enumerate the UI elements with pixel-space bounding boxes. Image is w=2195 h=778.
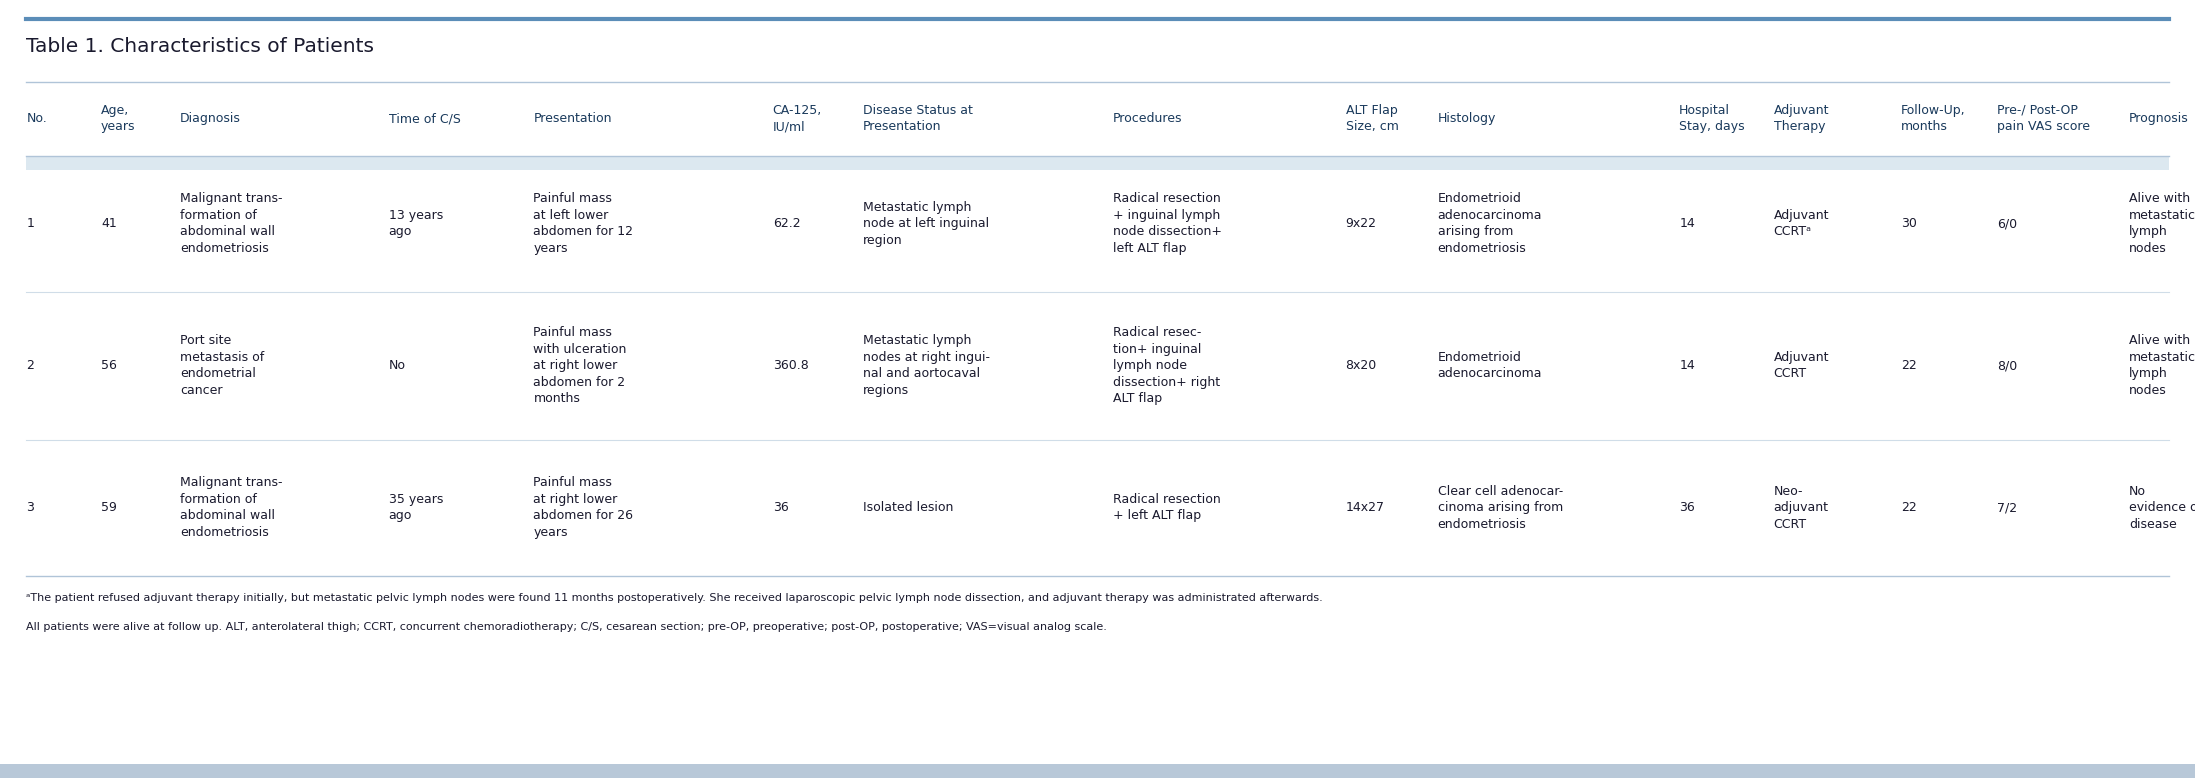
Text: Radical resection
+ inguinal lymph
node dissection+
left ALT flap: Radical resection + inguinal lymph node … — [1113, 192, 1223, 255]
Text: 3: 3 — [26, 501, 35, 514]
Text: No
evidence of
disease: No evidence of disease — [2129, 485, 2195, 531]
Text: 1: 1 — [26, 217, 35, 230]
Text: 41: 41 — [101, 217, 116, 230]
Text: Radical resection
+ left ALT flap: Radical resection + left ALT flap — [1113, 493, 1220, 522]
Text: 22: 22 — [1901, 501, 1916, 514]
Text: Painful mass
at left lower
abdomen for 12
years: Painful mass at left lower abdomen for 1… — [533, 192, 634, 255]
Text: Disease Status at
Presentation: Disease Status at Presentation — [863, 104, 972, 133]
Text: 7/2: 7/2 — [1997, 501, 2017, 514]
Text: Procedures: Procedures — [1113, 112, 1183, 125]
Text: 62.2: 62.2 — [773, 217, 801, 230]
Text: Metastatic lymph
node at left inguinal
region: Metastatic lymph node at left inguinal r… — [863, 201, 988, 247]
Text: Pre-/ Post-OP
pain VAS score: Pre-/ Post-OP pain VAS score — [1997, 104, 2090, 133]
Text: 6/0: 6/0 — [1997, 217, 2017, 230]
Bar — [0, 764, 2195, 778]
Text: 36: 36 — [1679, 501, 1695, 514]
Text: 13 years
ago: 13 years ago — [389, 209, 443, 238]
Text: Painful mass
at right lower
abdomen for 26
years: Painful mass at right lower abdomen for … — [533, 476, 634, 539]
Text: 8x20: 8x20 — [1346, 359, 1376, 372]
Text: 30: 30 — [1901, 217, 1916, 230]
Text: All patients were alive at follow up. ALT, anterolateral thigh; CCRT, concurrent: All patients were alive at follow up. AL… — [26, 622, 1106, 633]
Text: Radical resec-
tion+ inguinal
lymph node
dissection+ right
ALT flap: Radical resec- tion+ inguinal lymph node… — [1113, 326, 1220, 405]
Text: Follow-Up,
months: Follow-Up, months — [1901, 104, 1965, 133]
Text: 35 years
ago: 35 years ago — [389, 493, 443, 522]
Bar — [26, 156, 2169, 170]
Text: Painful mass
with ulceration
at right lower
abdomen for 2
months: Painful mass with ulceration at right lo… — [533, 326, 628, 405]
Text: Isolated lesion: Isolated lesion — [863, 501, 953, 514]
Text: Adjuvant
CCRTᵃ: Adjuvant CCRTᵃ — [1774, 209, 1828, 238]
Text: Alive with
metastatic
lymph
nodes: Alive with metastatic lymph nodes — [2129, 192, 2195, 255]
Text: 8/0: 8/0 — [1997, 359, 2017, 372]
Text: Adjuvant
Therapy: Adjuvant Therapy — [1774, 104, 1828, 133]
Text: 56: 56 — [101, 359, 116, 372]
Text: Clear cell adenocar-
cinoma arising from
endometriosis: Clear cell adenocar- cinoma arising from… — [1438, 485, 1563, 531]
Text: Table 1. Characteristics of Patients: Table 1. Characteristics of Patients — [26, 37, 375, 56]
Text: Presentation: Presentation — [533, 112, 612, 125]
Text: 14: 14 — [1679, 359, 1695, 372]
Text: No.: No. — [26, 112, 46, 125]
Text: Metastatic lymph
nodes at right ingui-
nal and aortocaval
regions: Metastatic lymph nodes at right ingui- n… — [863, 335, 990, 397]
Text: ᵃThe patient refused adjuvant therapy initially, but metastatic pelvic lymph nod: ᵃThe patient refused adjuvant therapy in… — [26, 593, 1324, 603]
Text: Alive with
metastatic
lymph
nodes: Alive with metastatic lymph nodes — [2129, 335, 2195, 397]
Text: Malignant trans-
formation of
abdominal wall
endometriosis: Malignant trans- formation of abdominal … — [180, 476, 283, 539]
Text: Port site
metastasis of
endometrial
cancer: Port site metastasis of endometrial canc… — [180, 335, 263, 397]
Text: CA-125,
IU/ml: CA-125, IU/ml — [773, 104, 821, 133]
Text: 360.8: 360.8 — [773, 359, 808, 372]
Text: Malignant trans-
formation of
abdominal wall
endometriosis: Malignant trans- formation of abdominal … — [180, 192, 283, 255]
Text: Age,
years: Age, years — [101, 104, 136, 133]
Text: No: No — [389, 359, 406, 372]
Text: Endometrioid
adenocarcinoma
arising from
endometriosis: Endometrioid adenocarcinoma arising from… — [1438, 192, 1543, 255]
Text: Time of C/S: Time of C/S — [389, 112, 461, 125]
Text: Prognosis: Prognosis — [2129, 112, 2188, 125]
Text: 14: 14 — [1679, 217, 1695, 230]
Text: Endometrioid
adenocarcinoma: Endometrioid adenocarcinoma — [1438, 351, 1543, 380]
Text: Hospital
Stay, days: Hospital Stay, days — [1679, 104, 1745, 133]
Text: 9x22: 9x22 — [1346, 217, 1376, 230]
Text: 2: 2 — [26, 359, 35, 372]
Text: 36: 36 — [773, 501, 788, 514]
Text: Adjuvant
CCRT: Adjuvant CCRT — [1774, 351, 1828, 380]
Text: 22: 22 — [1901, 359, 1916, 372]
Text: 14x27: 14x27 — [1346, 501, 1385, 514]
Text: 59: 59 — [101, 501, 116, 514]
Text: Neo-
adjuvant
CCRT: Neo- adjuvant CCRT — [1774, 485, 1828, 531]
Text: Histology: Histology — [1438, 112, 1497, 125]
Text: Diagnosis: Diagnosis — [180, 112, 241, 125]
Text: ALT Flap
Size, cm: ALT Flap Size, cm — [1346, 104, 1398, 133]
